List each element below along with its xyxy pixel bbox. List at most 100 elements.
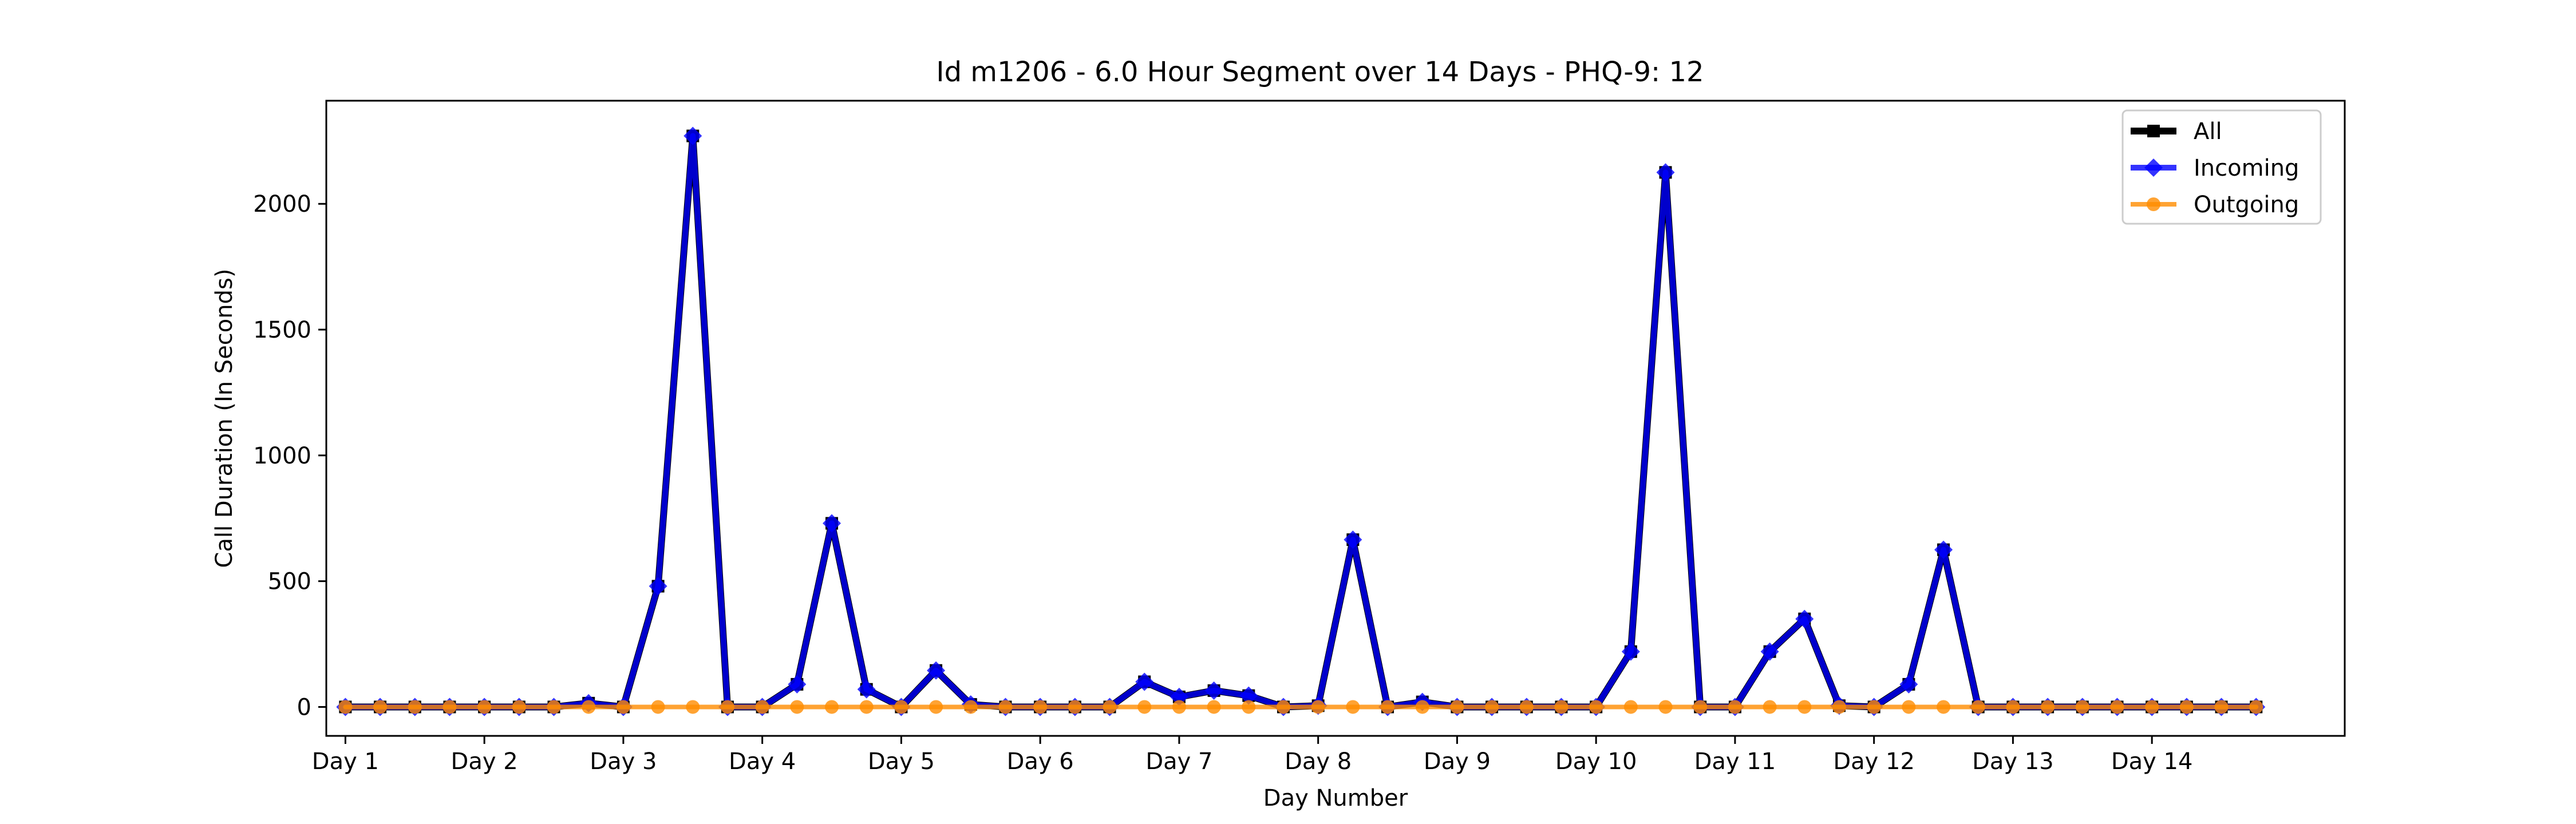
y-tick-label: 500 [268, 569, 311, 595]
data-point-outgoing [1763, 700, 1777, 714]
legend-marker-incoming [2144, 159, 2163, 177]
data-point-outgoing [1103, 700, 1117, 714]
data-point-outgoing [2214, 700, 2229, 714]
data-point-incoming [1760, 642, 1779, 661]
plot-marks [336, 126, 2266, 716]
x-tick-label: Day 4 [729, 748, 796, 775]
data-point-incoming [857, 680, 876, 699]
data-point-outgoing [1381, 700, 1395, 714]
data-point-outgoing [338, 700, 353, 714]
data-point-outgoing [1137, 700, 1152, 714]
x-tick-label: Day 3 [590, 748, 657, 775]
y-axis: 0 500 1000 1500 2000 [253, 191, 326, 720]
data-point-outgoing [859, 700, 874, 714]
data-point-outgoing [2179, 700, 2194, 714]
data-point-outgoing [1623, 700, 1638, 714]
data-point-outgoing [1242, 700, 1256, 714]
data-point-outgoing [442, 700, 457, 714]
x-axis-label: Day Number [1263, 785, 1408, 811]
data-point-outgoing [1346, 700, 1360, 714]
data-point-outgoing [1902, 700, 1916, 714]
data-point-outgoing [1033, 700, 1048, 714]
y-tick-label: 0 [297, 694, 311, 720]
x-tick-label: Day 5 [868, 748, 935, 775]
data-point-outgoing [2006, 700, 2020, 714]
x-tick-label: Day 12 [1833, 748, 1915, 775]
data-point-incoming [1344, 530, 1362, 549]
data-point-outgoing [755, 700, 769, 714]
data-point-outgoing [1172, 700, 1186, 714]
data-point-outgoing [720, 700, 734, 714]
data-point-incoming [683, 126, 702, 145]
x-tick-label: Day 10 [1555, 748, 1637, 775]
data-point-outgoing [616, 700, 630, 714]
series-outgoing [338, 700, 2263, 714]
data-point-outgoing [651, 700, 665, 714]
data-point-incoming [1621, 642, 1640, 661]
data-point-outgoing [963, 700, 978, 714]
x-tick-label: Day 9 [1424, 748, 1491, 775]
data-point-outgoing [1832, 700, 1846, 714]
legend-label-outgoing: Outgoing [2194, 192, 2299, 218]
data-point-outgoing [408, 700, 422, 714]
data-point-outgoing [373, 700, 388, 714]
data-point-outgoing [1485, 700, 1499, 714]
legend-marker-outgoing [2147, 197, 2160, 211]
data-point-outgoing [547, 700, 561, 714]
data-point-outgoing [1937, 700, 1951, 714]
x-axis: Day 1 Day 2 Day 3 Day 4 Day 5 Day 6 Day 7 Day 8… [312, 736, 2193, 775]
data-point-outgoing [1797, 700, 1812, 714]
data-point-incoming [927, 661, 946, 680]
data-point-outgoing [1971, 700, 1985, 714]
data-point-outgoing [582, 700, 596, 714]
data-point-outgoing [2145, 700, 2159, 714]
data-point-outgoing [790, 700, 804, 714]
data-point-outgoing [1693, 700, 1708, 714]
x-tick-label: Day 14 [2111, 748, 2193, 775]
data-point-outgoing [1276, 700, 1290, 714]
plot-frame [325, 100, 2346, 737]
data-point-outgoing [1728, 700, 1742, 714]
data-point-outgoing [1589, 700, 1603, 714]
data-point-outgoing [2075, 700, 2089, 714]
data-point-incoming [788, 675, 807, 694]
data-point-outgoing [477, 700, 492, 714]
chart-title: Id m1206 - 6.0 Hour Segment over 14 Days… [936, 56, 1704, 88]
data-point-outgoing [2249, 700, 2263, 714]
x-tick-label: Day 8 [1285, 748, 1352, 775]
data-point-outgoing [1867, 700, 1881, 714]
data-point-incoming [1239, 686, 1258, 705]
y-tick-label: 2000 [253, 191, 311, 217]
x-tick-label: Day 2 [451, 748, 518, 775]
data-point-incoming [823, 514, 841, 533]
data-point-incoming [1204, 681, 1223, 700]
y-tick-label: 1500 [253, 317, 311, 343]
data-point-outgoing [686, 700, 700, 714]
data-point-outgoing [1415, 700, 1429, 714]
x-tick-label: Day 1 [312, 748, 379, 775]
y-axis-label: Call Duration (In Seconds) [211, 269, 238, 568]
x-tick-label: Day 6 [1007, 748, 1074, 775]
x-tick-label: Day 13 [1972, 748, 2054, 775]
data-point-outgoing [1554, 700, 1568, 714]
y-tick-label: 1000 [253, 443, 311, 469]
x-tick-label: Day 11 [1694, 748, 1776, 775]
legend-label-all: All [2194, 118, 2222, 145]
data-point-outgoing [512, 700, 526, 714]
legend-marker-all [2147, 125, 2160, 137]
data-point-incoming [1899, 675, 1918, 694]
legend-label-incoming: Incoming [2194, 155, 2299, 181]
data-point-incoming [1135, 672, 1154, 691]
data-point-incoming [1795, 609, 1814, 628]
data-point-outgoing [998, 700, 1013, 714]
data-point-incoming [1170, 687, 1188, 706]
data-point-outgoing [929, 700, 943, 714]
data-point-outgoing [2110, 700, 2124, 714]
data-point-outgoing [1207, 700, 1221, 714]
data-point-outgoing [1519, 700, 1534, 714]
data-point-incoming [1934, 540, 1953, 559]
data-point-outgoing [894, 700, 908, 714]
data-point-outgoing [1658, 700, 1673, 714]
data-point-outgoing [825, 700, 839, 714]
